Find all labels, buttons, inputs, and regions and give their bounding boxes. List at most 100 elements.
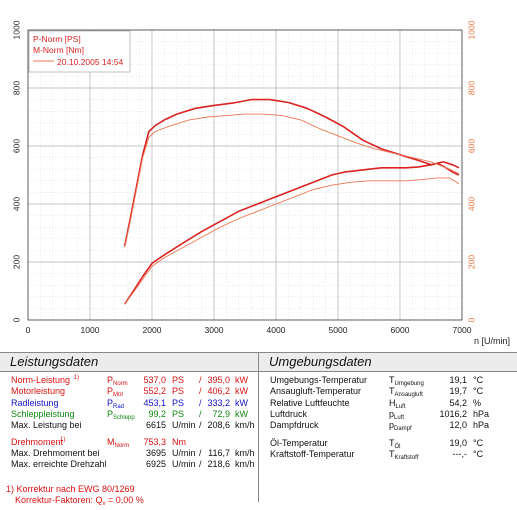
y-right-tick-label: 400 bbox=[466, 197, 476, 211]
row-label: Max. erreichte Drehzahl bbox=[11, 459, 107, 470]
row-unit-1: U/min bbox=[172, 459, 196, 470]
row-separator: / bbox=[199, 386, 202, 397]
row-symbol: MNorm bbox=[107, 436, 130, 449]
y-right-tick-label: 1000 bbox=[466, 20, 476, 39]
x-tick-label: 4000 bbox=[267, 325, 286, 335]
umgebungsdaten-panel: Umgebungsdaten Umgebungs-Temperatur TUmge… bbox=[259, 352, 517, 502]
y-left-tick-labels: 0 200 400 600 800 1000 bbox=[11, 20, 21, 322]
row-value-2: 333,2 bbox=[207, 397, 230, 408]
row-symbol: PRad bbox=[107, 397, 125, 410]
chart-grid bbox=[27, 29, 463, 321]
row-value-1: 753,3 bbox=[143, 436, 166, 447]
row-unit-2: km/h bbox=[235, 459, 255, 470]
legend-entry-date: 20.10.2005 14:54 bbox=[57, 57, 123, 67]
row-unit: hPa bbox=[473, 408, 490, 419]
y-right-tick-label: 200 bbox=[466, 255, 476, 269]
x-tick-labels: 0 1000 2000 3000 4000 5000 6000 7000 bbox=[26, 325, 472, 335]
row-value: 54,2 bbox=[449, 397, 467, 408]
row-value-2: 72,9 bbox=[212, 408, 230, 419]
row-value-2: 406,2 bbox=[207, 386, 230, 397]
x-axis-label: n [U/min] bbox=[474, 336, 510, 346]
y-left-tick-label: 600 bbox=[11, 139, 21, 153]
row-value: 19,7 bbox=[449, 386, 467, 397]
row-label: Norm-Leistung bbox=[11, 375, 71, 385]
power-torque-chart: 0 1000 2000 3000 4000 5000 6000 7000 0200400600… bbox=[11, 20, 510, 346]
row-symbol: PNorm bbox=[107, 375, 128, 387]
leistung-row: Max. Drehmoment bei 3695 U/min/ 116,7 km/h bbox=[0, 447, 258, 459]
row-value: 1016,2 bbox=[439, 408, 467, 419]
series-line-0 bbox=[124, 162, 460, 305]
row-label: Motorleistung bbox=[11, 386, 66, 397]
umgebungsdaten-title: Umgebungsdaten bbox=[259, 352, 517, 372]
series-line-3 bbox=[124, 113, 460, 248]
row-value-1: 537,0 bbox=[143, 375, 166, 385]
row-unit: °C bbox=[473, 448, 484, 459]
row-value-1: 3695 bbox=[145, 447, 166, 458]
row-unit-1: PS bbox=[172, 386, 185, 397]
row-label: Luftdruck bbox=[270, 408, 308, 419]
chart-legend: P-Norm [PS] M-Norm [Nm] 20.10.2005 14:54 bbox=[28, 30, 131, 73]
row-unit-1: PS bbox=[172, 375, 185, 385]
row-unit: °C bbox=[473, 437, 484, 448]
y-right-tick-label: 600 bbox=[466, 139, 476, 153]
row-label: Max. Leistung bei bbox=[11, 420, 82, 431]
x-tick-label: 6000 bbox=[391, 325, 410, 335]
row-unit-2: kW bbox=[235, 386, 248, 397]
row-separator: / bbox=[199, 459, 202, 470]
umgebung-row: Relative Luftfeuchte HLuft 54,2% bbox=[259, 397, 517, 410]
y-right-tick-label: 0 bbox=[466, 317, 476, 322]
y-right-tick-labels: 0 200 400 600 800 1000 bbox=[466, 20, 476, 322]
leistung-row: Drehmoment 1) MNorm 753,3 Nm bbox=[0, 436, 258, 449]
row-separator: / bbox=[199, 375, 202, 385]
row-symbol: TKraftstoff bbox=[389, 448, 419, 461]
row-label: Umgebungs-Temperatur bbox=[270, 375, 368, 385]
row-symbol: PSchlepp bbox=[107, 408, 135, 421]
row-value-2: 208,6 bbox=[207, 420, 230, 431]
leistung-row: Radleistung PRad 453,1 PS / 333,2 kW bbox=[0, 397, 258, 410]
umgebung-row: Kraftstoff-Temperatur TKraftstoff ---,- °C bbox=[259, 448, 517, 461]
row-value: 19,0 bbox=[449, 437, 467, 448]
row-unit-2: kW bbox=[235, 375, 248, 385]
row-unit: °C bbox=[473, 375, 484, 385]
leistung-row: Max. Leistung bei 6615 U/min/ 208,6 km/h bbox=[0, 419, 258, 431]
row-value-2: 116,7 bbox=[208, 447, 230, 458]
legend-entry-p-norm: P-Norm [PS] bbox=[33, 34, 81, 44]
umgebung-row: Luftdruck pLuft 1016,2 hPa bbox=[259, 408, 517, 421]
leistung-row: Norm-Leistung 1) PNorm 537,0 PS / 395,0 kW bbox=[0, 374, 258, 387]
row-unit-1: Nm bbox=[172, 436, 186, 447]
row-label: Schleppleistung bbox=[11, 408, 75, 419]
row-separator: / bbox=[199, 420, 202, 431]
chart-series bbox=[123, 98, 460, 305]
row-unit: °C bbox=[473, 386, 484, 397]
row-unit-2: km/h bbox=[235, 420, 255, 431]
leistung-row: Motorleistung PMot 552,2 PS / 406,2 kW bbox=[0, 385, 258, 398]
x-tick-label: 1000 bbox=[81, 325, 100, 335]
row-value-2: 395,0 bbox=[207, 375, 230, 385]
umgebung-row: Ansaugluft-Temperatur TAnsaugluft 19,7 °C bbox=[259, 385, 517, 398]
row-value: ---,- bbox=[452, 448, 468, 459]
x-tick-label: 0 bbox=[26, 325, 31, 335]
y-left-tick-label: 800 bbox=[11, 81, 21, 95]
row-label: Radleistung bbox=[11, 397, 59, 408]
row-footnote-mark: 1) bbox=[60, 436, 66, 443]
row-label: Drehmoment bbox=[11, 436, 64, 447]
row-footnote-mark: 1) bbox=[73, 375, 80, 381]
x-tick-label: 2000 bbox=[143, 325, 162, 335]
row-unit-1: PS bbox=[172, 397, 185, 408]
row-unit-2: kW bbox=[235, 397, 248, 408]
plot-frame bbox=[27, 29, 463, 321]
series-line-1 bbox=[123, 98, 460, 247]
row-label: Dampfdruck bbox=[270, 420, 319, 431]
row-symbol: HLuft bbox=[389, 397, 406, 410]
y-right-tick-label: 800 bbox=[466, 81, 476, 95]
row-separator: / bbox=[199, 397, 202, 408]
row-value-2: 218,6 bbox=[207, 459, 230, 470]
row-unit-2: kW bbox=[235, 408, 248, 419]
row-value-1: 99,2 bbox=[148, 408, 166, 419]
umgebung-row: Öl-Temperatur TÖl 19,0 °C bbox=[259, 437, 517, 450]
row-unit: % bbox=[473, 397, 482, 408]
row-unit-2: km/h bbox=[235, 447, 255, 458]
row-separator: / bbox=[199, 408, 202, 419]
row-separator: / bbox=[199, 447, 202, 458]
row-value-1: 453,1 bbox=[143, 397, 166, 408]
